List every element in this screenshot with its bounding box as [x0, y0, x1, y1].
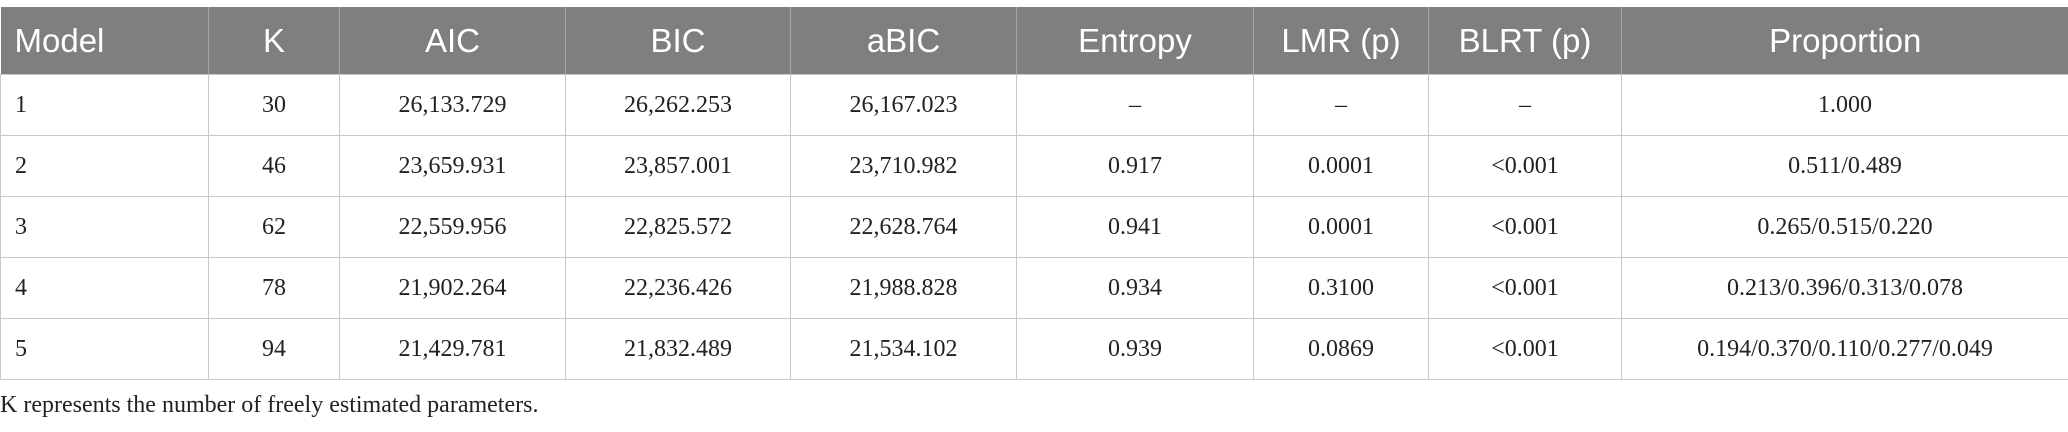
table-cell: 23,710.982 [790, 135, 1017, 197]
table-row: 4 78 21,902.264 22,236.426 21,988.828 0.934 0.… [0, 257, 2068, 319]
fit-table: Model K AIC BIC aBIC Entropy LMR (p) BLRT (p) Pr… [0, 7, 2068, 380]
column-header: Proportion [1621, 7, 2068, 75]
table-cell: 2 [0, 135, 209, 197]
column-header: AIC [339, 7, 566, 75]
table-cell: <0.001 [1428, 196, 1622, 258]
table-cell: 30 [208, 74, 340, 136]
table-cell: 46 [208, 135, 340, 197]
table-cell: 0.917 [1016, 135, 1254, 197]
table-cell: 21,534.102 [790, 318, 1017, 380]
table-cell: 4 [0, 257, 209, 319]
table-cell: 26,167.023 [790, 74, 1017, 136]
table-row: 3 62 22,559.956 22,825.572 22,628.764 0.941 0.… [0, 196, 2068, 258]
table-cell: 3 [0, 196, 209, 258]
table-cell: 26,133.729 [339, 74, 566, 136]
table-cell: 22,628.764 [790, 196, 1017, 258]
table-cell: 22,825.572 [565, 196, 791, 258]
table-cell: 0.0001 [1253, 196, 1429, 258]
footnote: K represents the number of freely estima… [0, 392, 539, 418]
header-row: Model K AIC BIC aBIC Entropy LMR (p) BLRT (p) Pr… [0, 7, 2068, 75]
column-header: aBIC [790, 7, 1017, 75]
table-cell: 26,262.253 [565, 74, 791, 136]
table-row: 2 46 23,659.931 23,857.001 23,710.982 0.917 0.… [0, 135, 2068, 197]
table-head: Model K AIC BIC aBIC Entropy LMR (p) BLRT (p) Pr… [0, 7, 2068, 75]
table-row: 1 30 26,133.729 26,262.253 26,167.023– – –1.00… [0, 74, 2068, 136]
table-cell: 0.265/0.515/0.220 [1621, 196, 2068, 258]
table-cell: 0.941 [1016, 196, 1254, 258]
table-cell: 78 [208, 257, 340, 319]
table-cell: 62 [208, 196, 340, 258]
table-cell: 21,429.781 [339, 318, 566, 380]
column-header: K [208, 7, 340, 75]
column-header: Model [0, 7, 209, 75]
column-header: BLRT (p) [1428, 7, 1622, 75]
table-cell: 0.0869 [1253, 318, 1429, 380]
column-header: BIC [565, 7, 791, 75]
table-cell: 23,659.931 [339, 135, 566, 197]
table-cell: 21,832.489 [565, 318, 791, 380]
table-cell: 0.0001 [1253, 135, 1429, 197]
table-cell: – [1016, 74, 1254, 136]
table-cell: <0.001 [1428, 318, 1622, 380]
column-header: LMR (p) [1253, 7, 1429, 75]
table-cell: 22,559.956 [339, 196, 566, 258]
table-cell: – [1428, 74, 1622, 136]
table-cell: 23,857.001 [565, 135, 791, 197]
table-cell: <0.001 [1428, 135, 1622, 197]
table-cell: 0.194/0.370/0.110/0.277/0.049 [1621, 318, 2068, 380]
table-cell: 21,902.264 [339, 257, 566, 319]
table-cell: – [1253, 74, 1429, 136]
table-cell: 0.939 [1016, 318, 1254, 380]
table-row: 5 94 21,429.781 21,832.489 21,534.102 0.939 0.… [0, 318, 2068, 380]
table-cell: 0.3100 [1253, 257, 1429, 319]
column-header: Entropy [1016, 7, 1254, 75]
table-cell: 1.000 [1621, 74, 2068, 136]
table-body: 1 30 26,133.729 26,262.253 26,167.023– – –1.00… [0, 74, 2068, 380]
table-cell: 22,236.426 [565, 257, 791, 319]
table-cell: 94 [208, 318, 340, 380]
table-cell: 0.511/0.489 [1621, 135, 2068, 197]
table-cell: 21,988.828 [790, 257, 1017, 319]
table-cell: 0.934 [1016, 257, 1254, 319]
table-cell: 5 [0, 318, 209, 380]
table-cell: 1 [0, 74, 209, 136]
table-cell: <0.001 [1428, 257, 1622, 319]
table-cell: 0.213/0.396/0.313/0.078 [1621, 257, 2068, 319]
